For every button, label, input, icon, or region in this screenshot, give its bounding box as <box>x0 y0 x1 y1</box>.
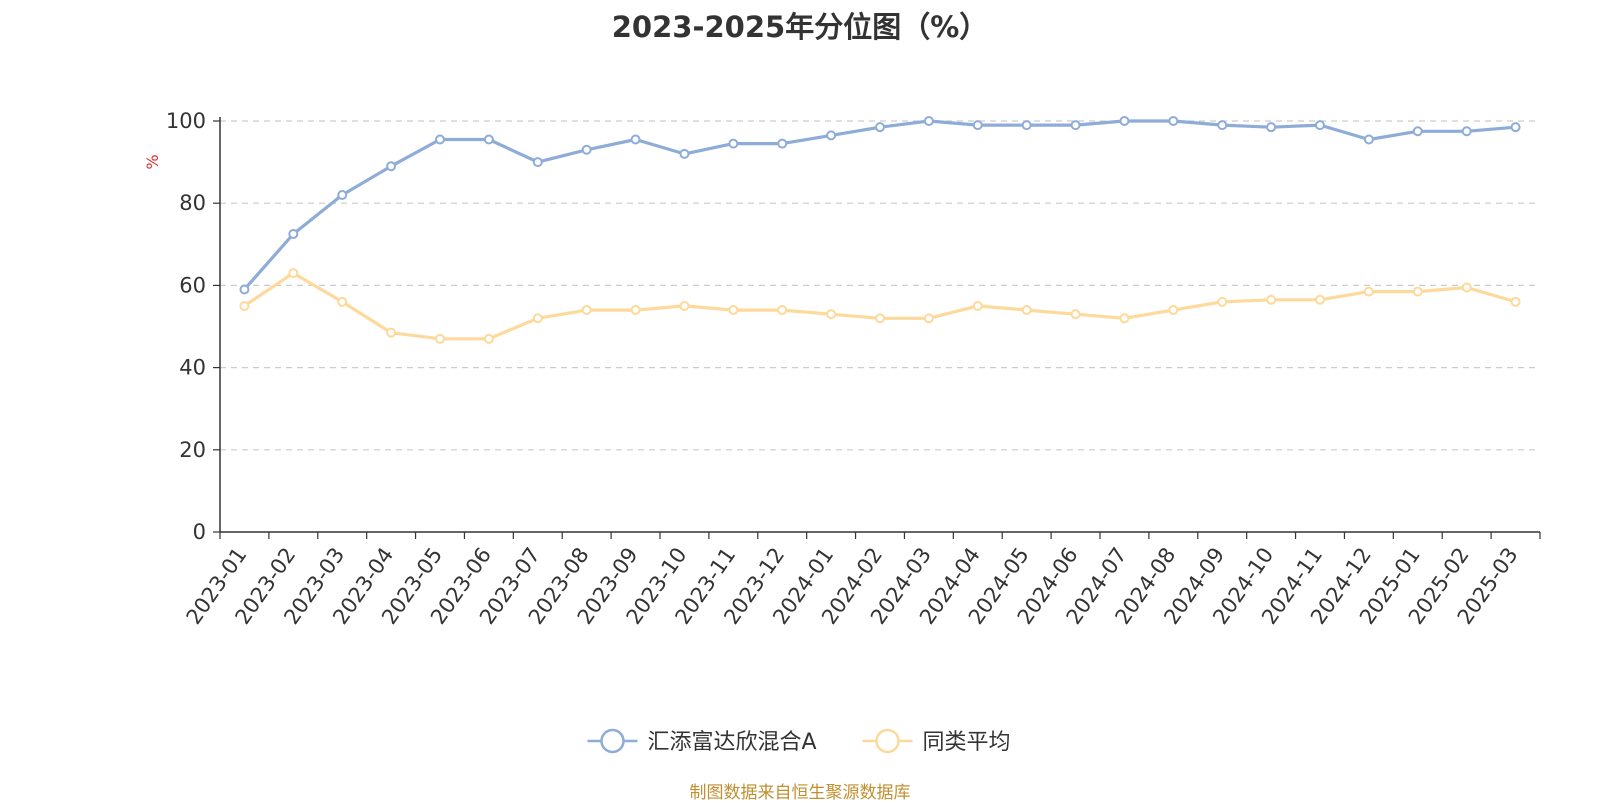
series-0-point <box>1315 120 1325 131</box>
series-0-point <box>1070 120 1081 131</box>
series-lines <box>239 116 1521 344</box>
series-0-point <box>630 134 641 145</box>
series-0-point <box>337 189 348 200</box>
series-1-point <box>1363 286 1374 297</box>
series-1-point <box>630 305 641 316</box>
y-tick-label: 100 <box>166 109 206 133</box>
series-0-point <box>288 229 299 240</box>
series-1-point <box>1315 294 1325 305</box>
data-source-note: 制图数据来自恒生聚源数据库 <box>689 783 911 803</box>
series-1-point <box>1070 309 1081 320</box>
series-0-point <box>1119 116 1130 126</box>
series-0-point <box>1021 120 1032 131</box>
grid-lines <box>220 120 1540 451</box>
series-1-point <box>875 313 885 324</box>
series-0-point <box>1510 122 1521 133</box>
series-1-point <box>1510 296 1521 307</box>
series-line-1 <box>243 271 1517 341</box>
series-1-point <box>1461 282 1472 293</box>
series-0-point <box>972 120 983 131</box>
series-0-point <box>1266 122 1277 133</box>
series-0-point <box>1168 116 1179 126</box>
series-1-point <box>1021 305 1032 316</box>
series-0-point <box>532 157 543 168</box>
legend: 汇添富达欣混合A 同类平均 <box>587 728 1011 755</box>
x-axis-ticks: 2023-012023-022023-032023-042023-052023-… <box>182 532 1541 629</box>
series-1-point <box>923 313 934 324</box>
series-0-point <box>875 122 885 133</box>
series-0-point <box>1412 126 1423 137</box>
series-1-point <box>679 300 690 311</box>
series-1-point <box>777 305 788 316</box>
series-1-point <box>1266 294 1277 305</box>
y-tick-label: 80 <box>179 191 206 215</box>
series-1-point <box>1217 296 1228 307</box>
series-0-point <box>1363 134 1374 145</box>
series-0-point <box>239 284 250 295</box>
series-1-point <box>581 305 592 316</box>
series-0-point <box>728 138 739 149</box>
series-0-point <box>826 130 837 141</box>
series-1-point <box>1412 286 1423 297</box>
series-0-point <box>777 138 788 149</box>
series-1-point <box>337 296 348 307</box>
y-tick-label: 0 <box>193 520 206 544</box>
series-1-point <box>239 300 250 311</box>
legend-label: 同类平均 <box>923 730 1011 755</box>
y-axis-label: % <box>143 154 162 169</box>
y-tick-label: 20 <box>179 438 206 462</box>
chart-title: 2023-2025年分位图（%） <box>611 10 989 44</box>
y-tick-label: 40 <box>179 356 206 380</box>
y-axis-ticks: 0 20 40 60 80 100 <box>166 109 220 544</box>
legend-label: 汇添富达欣混合A <box>648 730 817 755</box>
series-1-point <box>1168 305 1179 316</box>
series-0-point <box>923 116 934 126</box>
series-line-0 <box>243 119 1516 291</box>
series-1-point <box>532 313 543 324</box>
series-1-point <box>728 305 739 316</box>
series-0-point <box>386 161 397 172</box>
series-1-point <box>972 300 983 311</box>
legend-item-0[interactable]: 汇添富达欣混合A <box>587 728 817 755</box>
series-1-point <box>386 327 397 338</box>
series-0-point <box>679 148 690 159</box>
series-1-point <box>483 333 494 344</box>
legend-marker <box>600 728 625 754</box>
axes <box>219 117 1540 533</box>
series-0-point <box>483 134 494 145</box>
series-1-point <box>826 309 837 320</box>
series-0-point <box>581 144 592 155</box>
y-tick-label: 60 <box>179 273 206 297</box>
series-1-point <box>288 268 299 279</box>
series-1-point <box>1119 313 1130 324</box>
series-1-point <box>435 333 445 344</box>
legend-item-1[interactable]: 同类平均 <box>862 728 1011 755</box>
series-0-point <box>435 134 445 145</box>
series-0-point <box>1461 126 1472 137</box>
legend-marker <box>875 728 900 754</box>
series-0-point <box>1217 120 1228 131</box>
